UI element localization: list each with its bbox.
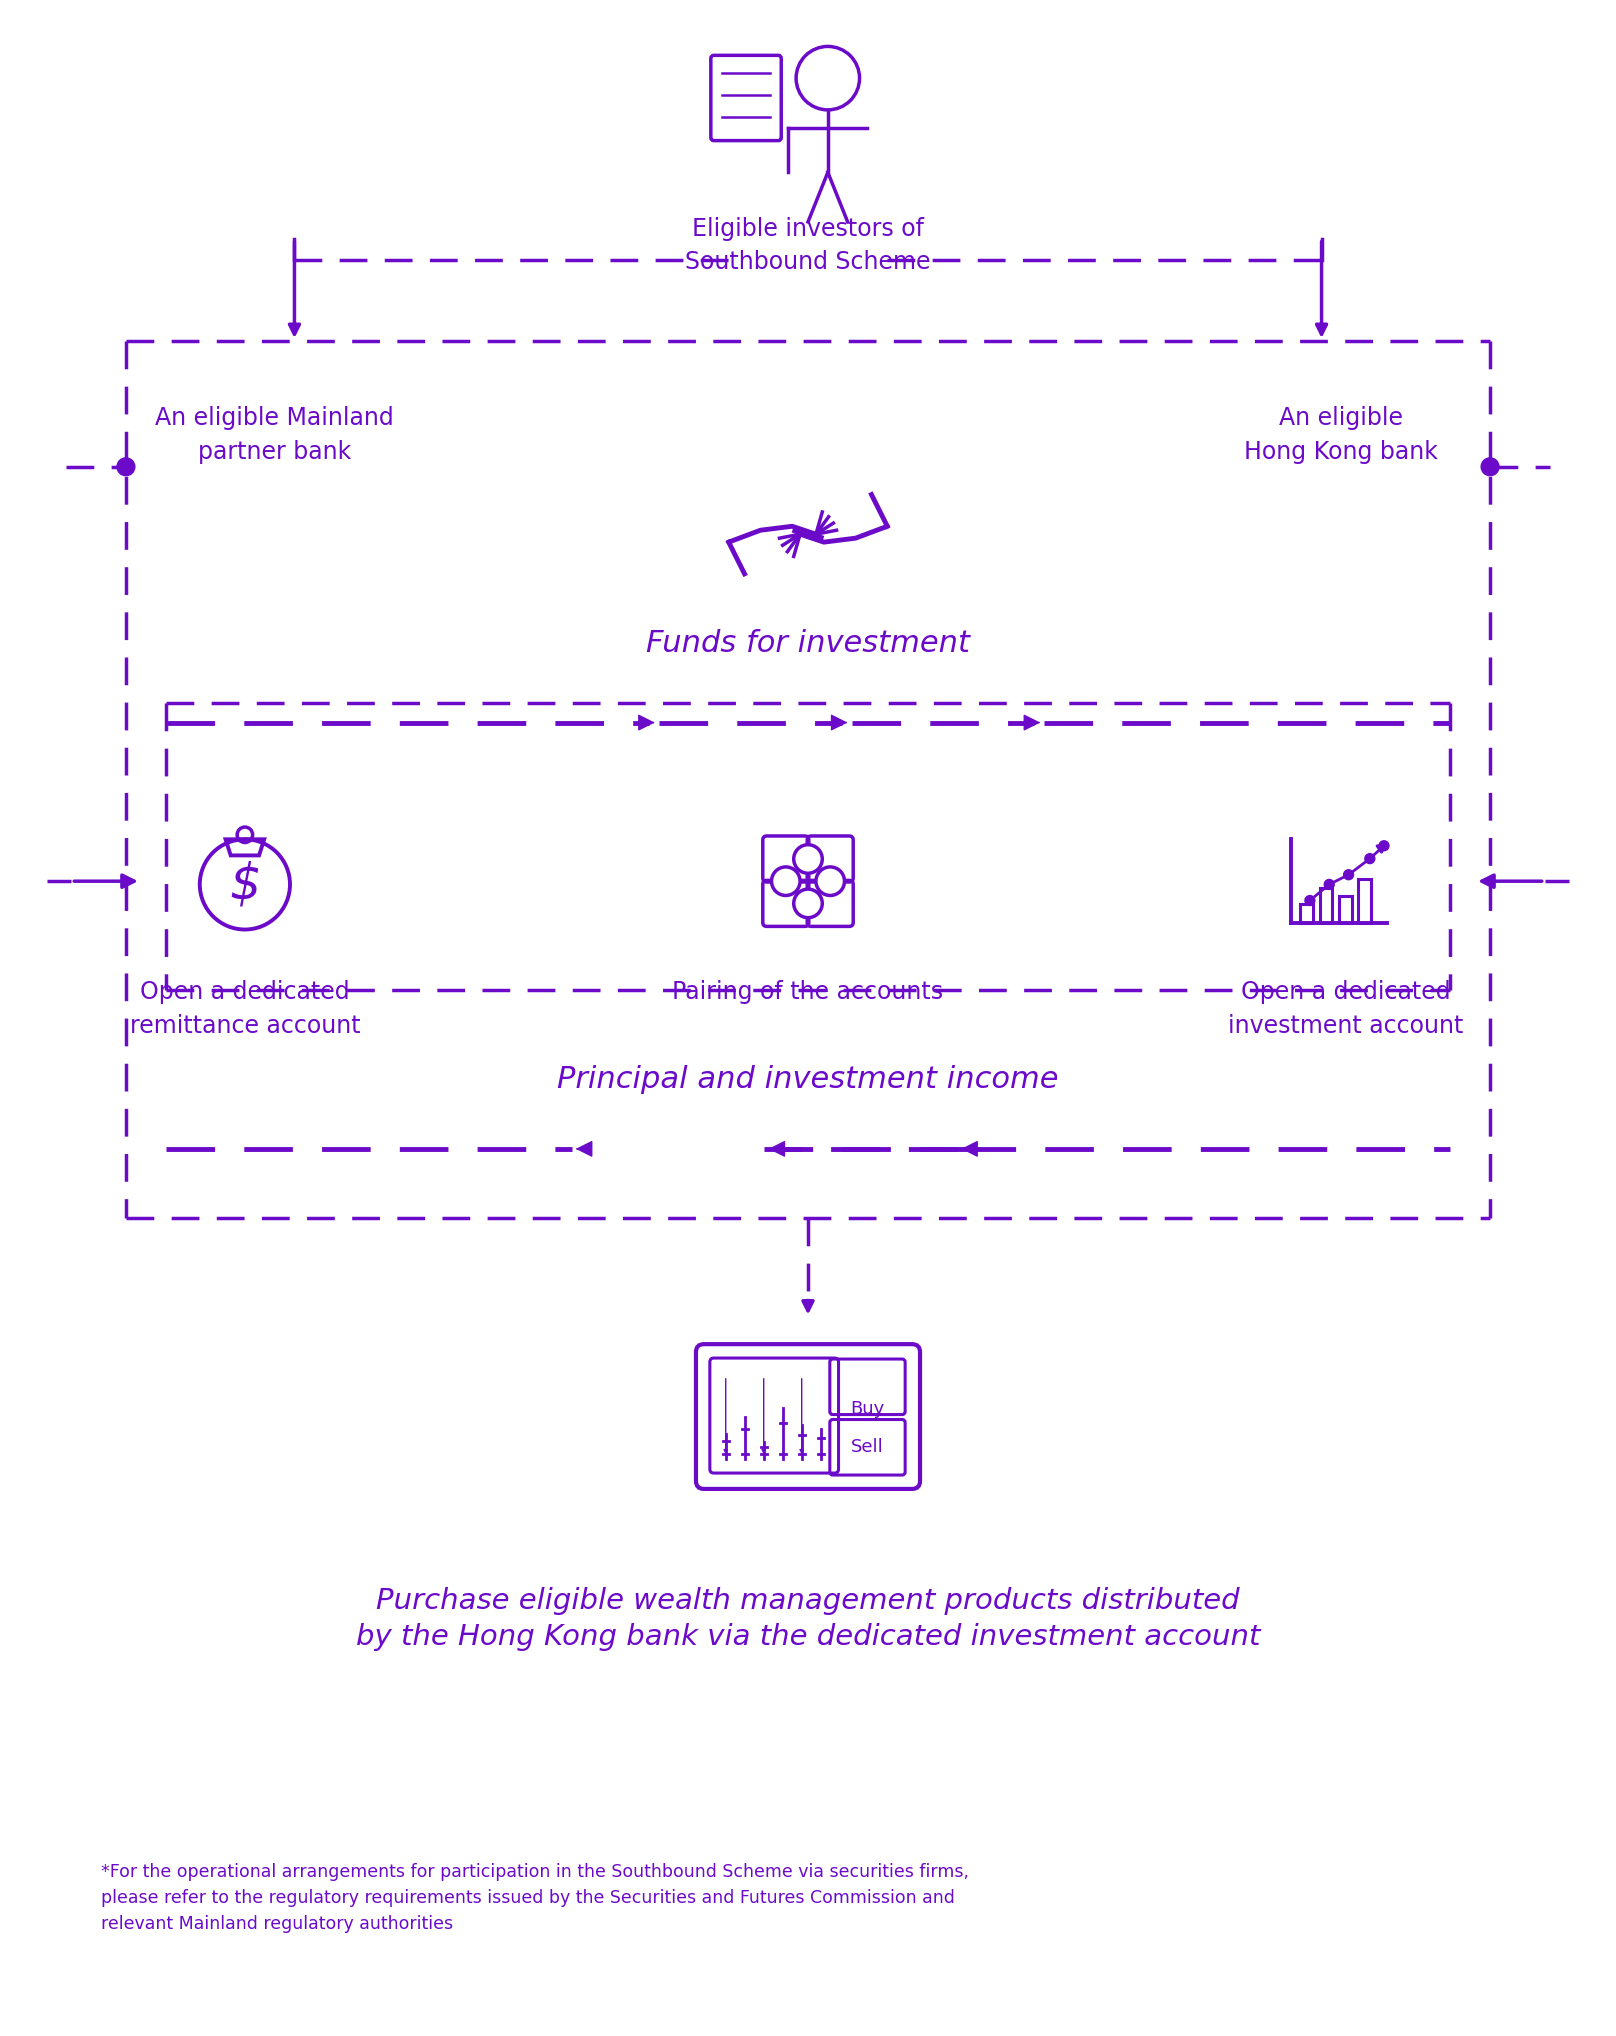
Circle shape [116,458,134,476]
Circle shape [1378,841,1390,851]
Circle shape [816,867,845,896]
Circle shape [1306,896,1315,906]
Text: An eligible
Hong Kong bank: An eligible Hong Kong bank [1244,407,1438,464]
Text: Buy: Buy [850,1399,884,1417]
Circle shape [1366,853,1375,863]
Bar [1340,896,1353,922]
Circle shape [1482,458,1500,476]
Circle shape [771,867,800,896]
Text: Open a dedicated
investment account: Open a dedicated investment account [1228,979,1462,1038]
Text: Purchase eligible wealth management products distributed: Purchase eligible wealth management prod… [377,1586,1239,1615]
Bar [1357,880,1370,922]
Circle shape [793,890,823,918]
Text: *For the operational arrangements for participation in the Southbound Scheme via: *For the operational arrangements for pa… [102,1863,970,1934]
Text: Open a dedicated
remittance account: Open a dedicated remittance account [129,979,360,1038]
Bar [1320,888,1333,922]
Text: Principal and investment income: Principal and investment income [558,1065,1058,1093]
Text: $: $ [229,861,260,908]
Text: by the Hong Kong bank via the dedicated investment account: by the Hong Kong bank via the dedicated … [356,1623,1260,1651]
Circle shape [793,845,823,873]
Text: Pairing of the accounts: Pairing of the accounts [672,979,944,1004]
Text: Eligible investors of
Southbound Scheme: Eligible investors of Southbound Scheme [685,218,931,275]
Circle shape [1324,880,1335,890]
Text: An eligible Mainland
partner bank: An eligible Mainland partner bank [155,407,394,464]
Text: Funds for investment: Funds for investment [646,629,970,658]
Bar [1301,904,1314,922]
Text: Sell: Sell [852,1437,884,1456]
Circle shape [1343,869,1354,880]
